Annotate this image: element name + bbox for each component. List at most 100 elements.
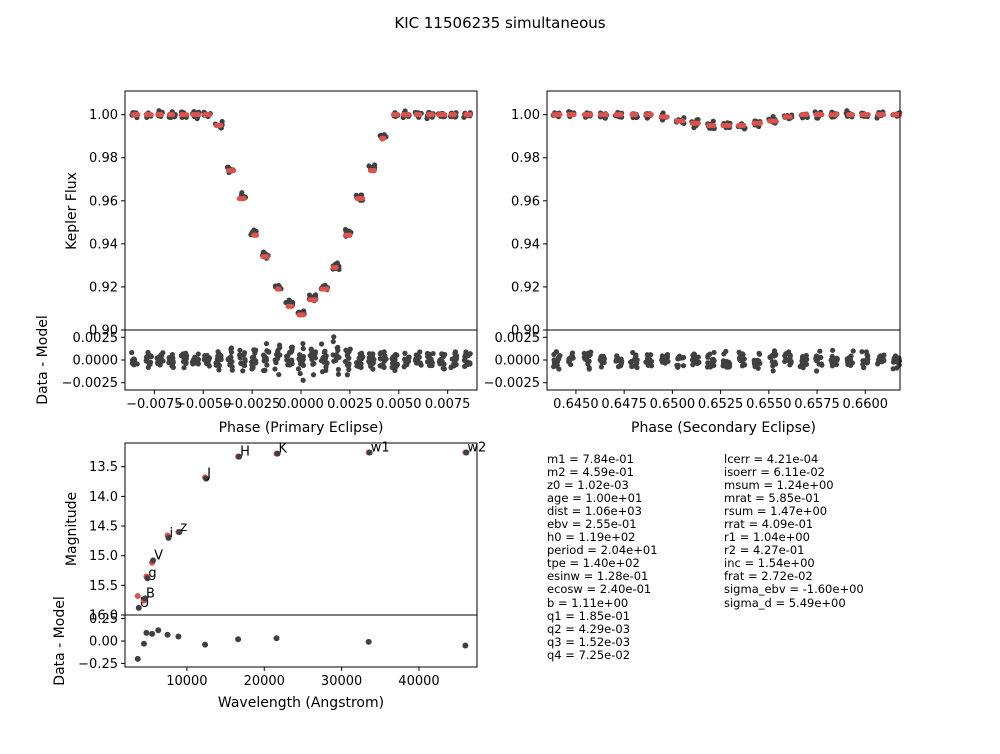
primary-residuals-point [336, 354, 342, 361]
secondary-residuals-point [787, 362, 793, 368]
primary-eclipse-data-point [287, 298, 294, 305]
secondary-eclipse-model-point [659, 114, 665, 120]
primary-residuals-point [335, 371, 342, 377]
secondary-residuals-point [664, 354, 671, 360]
primary-residuals-point [344, 352, 350, 358]
primary-residuals-point [242, 356, 248, 363]
param-line: mrat = 5.85e-01 [724, 491, 820, 506]
secondary-eclipse-ytick-label: 0.96 [511, 194, 540, 209]
secondary-eclipse-model-point [689, 120, 695, 126]
sed-ytick-label: 13.5 [89, 460, 118, 475]
sed-residual-point [202, 641, 209, 648]
secondary-residuals-point [585, 350, 591, 356]
sed-data-point [135, 604, 142, 611]
param-line: tpe = 1.40e+02 [547, 556, 640, 571]
secondary-residuals-ytick-label: −0.0025 [484, 376, 540, 391]
primary-residuals-point [287, 349, 293, 355]
sed-residuals-ytick-label: 0.25 [89, 612, 118, 627]
primary-ylabel: Kepler Flux [64, 172, 80, 250]
sed-residual-point [149, 630, 156, 637]
primary-eclipse-model-point [309, 297, 315, 303]
primary-eclipse-model-point [215, 122, 221, 128]
secondary-residuals-point [554, 363, 560, 369]
primary-residuals-point [300, 340, 306, 347]
primary-residuals-point [403, 360, 409, 366]
sed-data-point [165, 534, 172, 541]
primary-residuals-point [295, 366, 302, 372]
primary-residuals-point [195, 351, 201, 357]
primary-residuals-point [168, 358, 174, 364]
secondary-residuals-xlabel: Phase (Secondary Eclipse) [631, 420, 816, 436]
sed-residual-point [155, 627, 162, 634]
sed-residuals-xtick-label: 10000 [166, 674, 207, 689]
secondary-residuals-point [557, 352, 563, 359]
primary-residuals-point [253, 360, 259, 366]
secondary-residuals-point [892, 353, 899, 359]
secondary-residuals-xtick-label: 0.6500 [650, 397, 696, 412]
primary-eclipse-model-point [261, 254, 267, 260]
secondary-eclipse-model-point [876, 112, 882, 118]
param-list-right: lcerr = 4.21e-04 isoerr = 6.11e-02 msum = … [724, 452, 864, 610]
secondary-residuals-point [739, 351, 746, 357]
primary-residuals-point [381, 364, 387, 371]
secondary-residuals-xtick-label: 0.6600 [843, 397, 889, 412]
secondary-residuals-point [705, 360, 711, 366]
secondary-residuals-point [846, 355, 852, 361]
sed-residuals-xtick-label: 30000 [321, 674, 362, 689]
primary-residuals-xtick-label: −0.0075 [126, 397, 182, 412]
secondary-residuals-point [659, 357, 665, 363]
param-line: frat = 2.72e-02 [724, 569, 813, 584]
param-line: q3 = 1.52e-03 [547, 634, 631, 649]
secondary-residuals-point [829, 353, 835, 360]
primary-residuals-point [287, 362, 293, 368]
secondary-residuals-point [770, 363, 776, 369]
primary-residuals-point [310, 372, 317, 378]
primary-residuals-point [183, 360, 189, 366]
sed-data-point [274, 450, 281, 457]
secondary-residuals-point [800, 358, 807, 364]
param-line: age = 1.00e+01 [547, 491, 643, 506]
primary-residuals-point [228, 345, 235, 351]
secondary-residuals-point [598, 353, 604, 359]
secondary-eclipse-model-point [680, 118, 686, 124]
param-line: b = 1.11e+00 [547, 595, 629, 610]
secondary-eclipse-model-point [554, 112, 560, 118]
sed-band-label: B [146, 586, 155, 601]
secondary-eclipse-model-point [615, 112, 621, 118]
secondary-residuals-point [644, 352, 650, 358]
secondary-eclipse-ytick-label: 0.92 [511, 280, 540, 295]
primary-residuals-point [437, 359, 443, 365]
secondary-residuals-point [633, 353, 639, 359]
secondary-eclipse-model-point [726, 122, 732, 128]
param-line: ebv = 2.55e-01 [547, 517, 637, 532]
secondary-residuals-point [814, 368, 820, 374]
param-line: q4 = 7.25e-02 [547, 647, 631, 662]
primary-residuals-point [300, 377, 306, 383]
sed-residuals-ytick-label: 0.00 [89, 635, 118, 650]
param-line: q2 = 4.29e-03 [547, 621, 631, 636]
sed-data-point [236, 453, 243, 460]
primary-residuals-point [216, 367, 222, 373]
primary-eclipse-model-point [236, 196, 242, 202]
sed-band-label: i [170, 526, 174, 541]
primary-residuals-point [426, 354, 432, 360]
primary-eclipse-ytick-label: 0.94 [89, 237, 118, 252]
primary-residuals-point [310, 355, 316, 361]
primary-residuals-point [331, 334, 337, 340]
secondary-eclipse-model-point [571, 112, 577, 118]
primary-eclipse-data-point [261, 249, 267, 255]
secondary-residuals-point [691, 352, 698, 358]
primary-residuals-point [276, 371, 282, 378]
sed-residual-point [462, 642, 469, 649]
primary-eclipse-model-point [345, 232, 351, 238]
secondary-residuals-point [551, 357, 557, 363]
secondary-residuals-point [630, 349, 636, 356]
primary-residuals-point [240, 368, 246, 374]
secondary-residuals-point [754, 357, 761, 363]
primary-residuals-point [216, 362, 222, 368]
primary-residuals-point [394, 352, 400, 358]
primary-eclipse-model-point [416, 112, 422, 118]
sed-data-point [463, 449, 470, 456]
secondary-residuals-point [816, 361, 822, 367]
param-line: ecosw = 2.40e-01 [547, 582, 652, 597]
